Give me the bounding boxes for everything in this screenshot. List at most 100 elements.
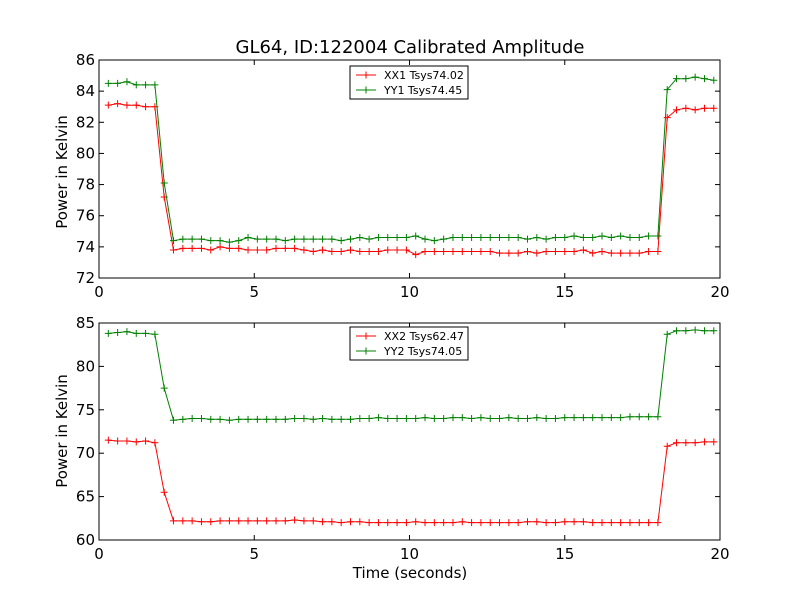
data-point-1-0-9 [188, 517, 196, 525]
data-point-0-1-52 [589, 234, 597, 242]
x-tick-label-1-4: 20 [710, 545, 729, 563]
data-point-0-1-13 [225, 238, 233, 246]
data-point-0-0-58 [645, 248, 653, 256]
data-point-1-0-20 [291, 516, 299, 524]
data-point-1-0-17 [263, 517, 271, 525]
data-point-0-1-53 [598, 232, 606, 240]
data-point-1-0-47 [542, 519, 550, 527]
data-point-1-0-12 [216, 517, 224, 525]
data-point-0-0-3 [132, 101, 140, 109]
data-point-1-1-17 [263, 415, 271, 423]
data-point-0-1-36 [440, 235, 448, 243]
data-point-0-1-2 [123, 78, 131, 86]
data-point-0-0-62 [682, 104, 690, 112]
data-point-0-0-61 [673, 106, 681, 114]
data-point-1-1-53 [598, 414, 606, 422]
data-point-1-0-19 [281, 517, 289, 525]
data-point-1-1-48 [551, 414, 559, 422]
data-point-0-1-7 [170, 237, 178, 245]
data-point-1-1-42 [496, 414, 504, 422]
data-point-1-1-58 [645, 413, 653, 421]
data-point-1-0-15 [244, 517, 252, 525]
data-point-0-0-54 [607, 249, 615, 257]
data-point-0-0-1 [114, 100, 122, 108]
data-point-0-1-42 [496, 234, 504, 242]
data-point-0-0-42 [496, 249, 504, 257]
data-point-0-0-33 [412, 251, 420, 259]
data-point-0-0-10 [197, 244, 205, 252]
data-point-0-0-17 [263, 246, 271, 254]
data-point-0-1-50 [570, 232, 578, 240]
data-point-1-0-46 [533, 518, 541, 526]
data-point-1-0-58 [645, 519, 653, 527]
data-point-0-0-13 [225, 244, 233, 252]
data-point-1-0-57 [635, 519, 643, 527]
data-point-1-0-61 [673, 439, 681, 447]
data-point-1-1-44 [514, 414, 522, 422]
data-point-1-1-14 [235, 415, 243, 423]
data-point-0-1-11 [207, 237, 215, 245]
data-point-1-1-64 [700, 327, 708, 335]
data-point-0-0-16 [253, 246, 261, 254]
data-point-1-0-48 [551, 519, 559, 527]
data-point-0-1-62 [682, 75, 690, 83]
x-tick-label-0-4: 20 [710, 283, 729, 301]
data-point-1-0-43 [505, 519, 513, 527]
data-point-1-1-51 [579, 414, 587, 422]
x-tick-label-1-0: 0 [94, 545, 104, 563]
plot-top: 0 5 10 15 20 72 74 76 78 80 82 84 86 XX1 Tsys74.02 YY1… [76, 51, 730, 301]
data-point-0-0-55 [617, 249, 625, 257]
data-point-1-1-16 [253, 415, 261, 423]
legend-box-1 [349, 326, 469, 361]
data-point-0-0-45 [523, 248, 531, 256]
data-point-1-0-0 [104, 436, 112, 444]
data-point-0-1-40 [477, 234, 485, 242]
data-point-0-1-14 [235, 237, 243, 245]
data-point-0-1-45 [523, 235, 531, 243]
legend-marker-1-1 [362, 347, 370, 355]
data-point-1-1-50 [570, 414, 578, 422]
data-point-1-1-52 [589, 414, 597, 422]
data-point-1-0-6 [160, 488, 168, 496]
data-point-1-0-22 [309, 517, 317, 525]
y-tick-label-0-5: 82 [76, 113, 95, 131]
data-point-1-1-19 [281, 415, 289, 423]
data-point-1-1-7 [170, 416, 178, 424]
data-point-1-1-49 [561, 414, 569, 422]
data-point-1-0-1 [114, 437, 122, 445]
data-point-1-0-8 [179, 517, 187, 525]
data-point-1-0-30 [384, 519, 392, 527]
x-tick-label-0-3: 15 [555, 283, 574, 301]
data-point-0-1-51 [579, 234, 587, 242]
data-point-0-0-34 [421, 248, 429, 256]
data-point-0-1-15 [244, 234, 252, 242]
data-point-1-0-36 [440, 519, 448, 527]
data-point-1-0-65 [710, 438, 718, 446]
x-tick-label-0-1: 5 [249, 283, 259, 301]
data-point-1-0-2 [123, 437, 131, 445]
data-point-1-1-57 [635, 413, 643, 421]
data-point-1-1-23 [319, 414, 327, 422]
data-point-1-0-14 [235, 517, 243, 525]
data-point-0-1-8 [179, 235, 187, 243]
data-point-0-0-8 [179, 244, 187, 252]
chart-title: GL64, ID:122004 Calibrated Amplitude [236, 37, 585, 58]
data-point-1-0-63 [691, 439, 699, 447]
x-tick-label-1-1: 5 [249, 545, 259, 563]
data-point-1-1-62 [682, 327, 690, 335]
data-point-0-1-61 [673, 75, 681, 83]
data-point-0-0-4 [142, 103, 150, 111]
data-point-1-0-4 [142, 437, 150, 445]
data-point-1-0-33 [412, 518, 420, 526]
data-point-0-0-41 [486, 248, 494, 256]
data-point-1-0-29 [374, 519, 382, 527]
data-point-1-0-16 [253, 517, 261, 525]
y-tick-label-1-3: 75 [76, 401, 95, 419]
data-point-0-1-30 [384, 234, 392, 242]
data-point-0-0-46 [533, 249, 541, 257]
data-point-1-0-28 [365, 519, 373, 527]
x-tick-label-1-3: 15 [555, 545, 574, 563]
data-point-1-1-39 [468, 414, 476, 422]
data-point-1-1-0 [104, 329, 112, 337]
data-point-0-1-23 [319, 235, 327, 243]
